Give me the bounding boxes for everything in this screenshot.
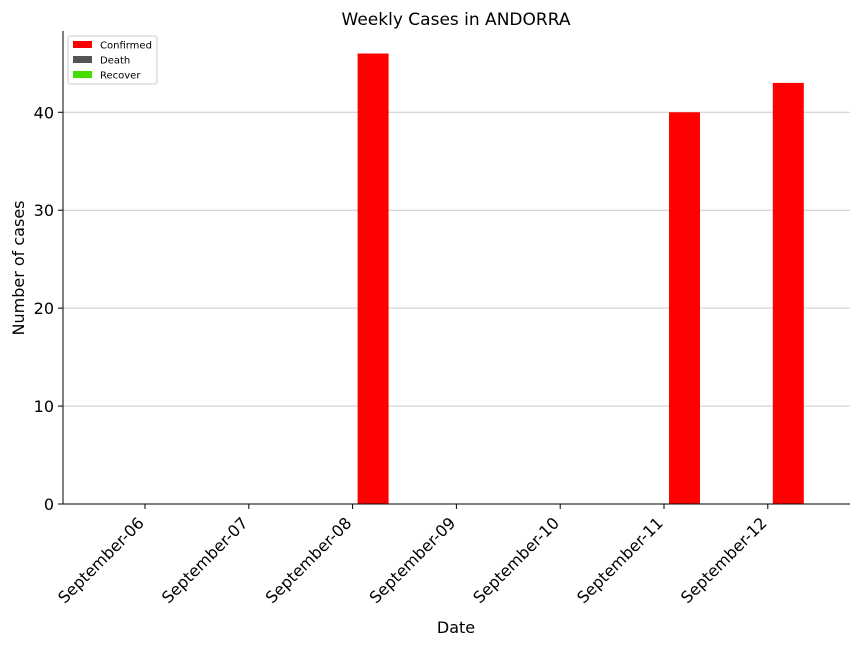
- x-tick-label: September-08: [262, 513, 356, 607]
- x-tick-label: September-06: [54, 513, 148, 607]
- x-tick-label: September-07: [158, 513, 252, 607]
- x-tick-label: September-11: [573, 513, 667, 607]
- legend: Confirmed Death Recover: [67, 35, 158, 85]
- x-tick-label: September-12: [677, 513, 771, 607]
- chart-title: Weekly Cases in ANDORRA: [342, 10, 571, 30]
- legend-label: Confirmed: [100, 41, 152, 52]
- bar-confirmed: [357, 53, 389, 505]
- legend-swatch: [73, 71, 92, 78]
- grid-lines: [63, 111, 850, 407]
- y-tick-label: 10: [34, 397, 54, 416]
- legend-swatch: [73, 56, 92, 63]
- x-tick-label: September-10: [469, 513, 563, 607]
- y-tick-label: 0: [44, 495, 54, 514]
- y-axis-ticks: 0 10 20 30 40: [34, 103, 63, 514]
- y-axis-title: Number of cases: [9, 201, 28, 336]
- y-tick-label: 40: [34, 103, 54, 122]
- y-tick-label: 30: [34, 201, 54, 220]
- legend-swatch: [73, 41, 92, 48]
- x-axis-ticks: September-06 September-07 September-08 Sept…: [54, 504, 771, 607]
- axes: [62, 31, 850, 505]
- bar-confirmed: [669, 112, 700, 505]
- bars: [357, 53, 804, 505]
- legend-label: Recover: [100, 71, 141, 82]
- legend-label: Death: [100, 56, 130, 67]
- bar-confirmed: [772, 82, 804, 504]
- x-axis-title: Date: [437, 618, 475, 637]
- x-tick-label: September-09: [366, 513, 460, 607]
- y-tick-label: 20: [34, 299, 54, 318]
